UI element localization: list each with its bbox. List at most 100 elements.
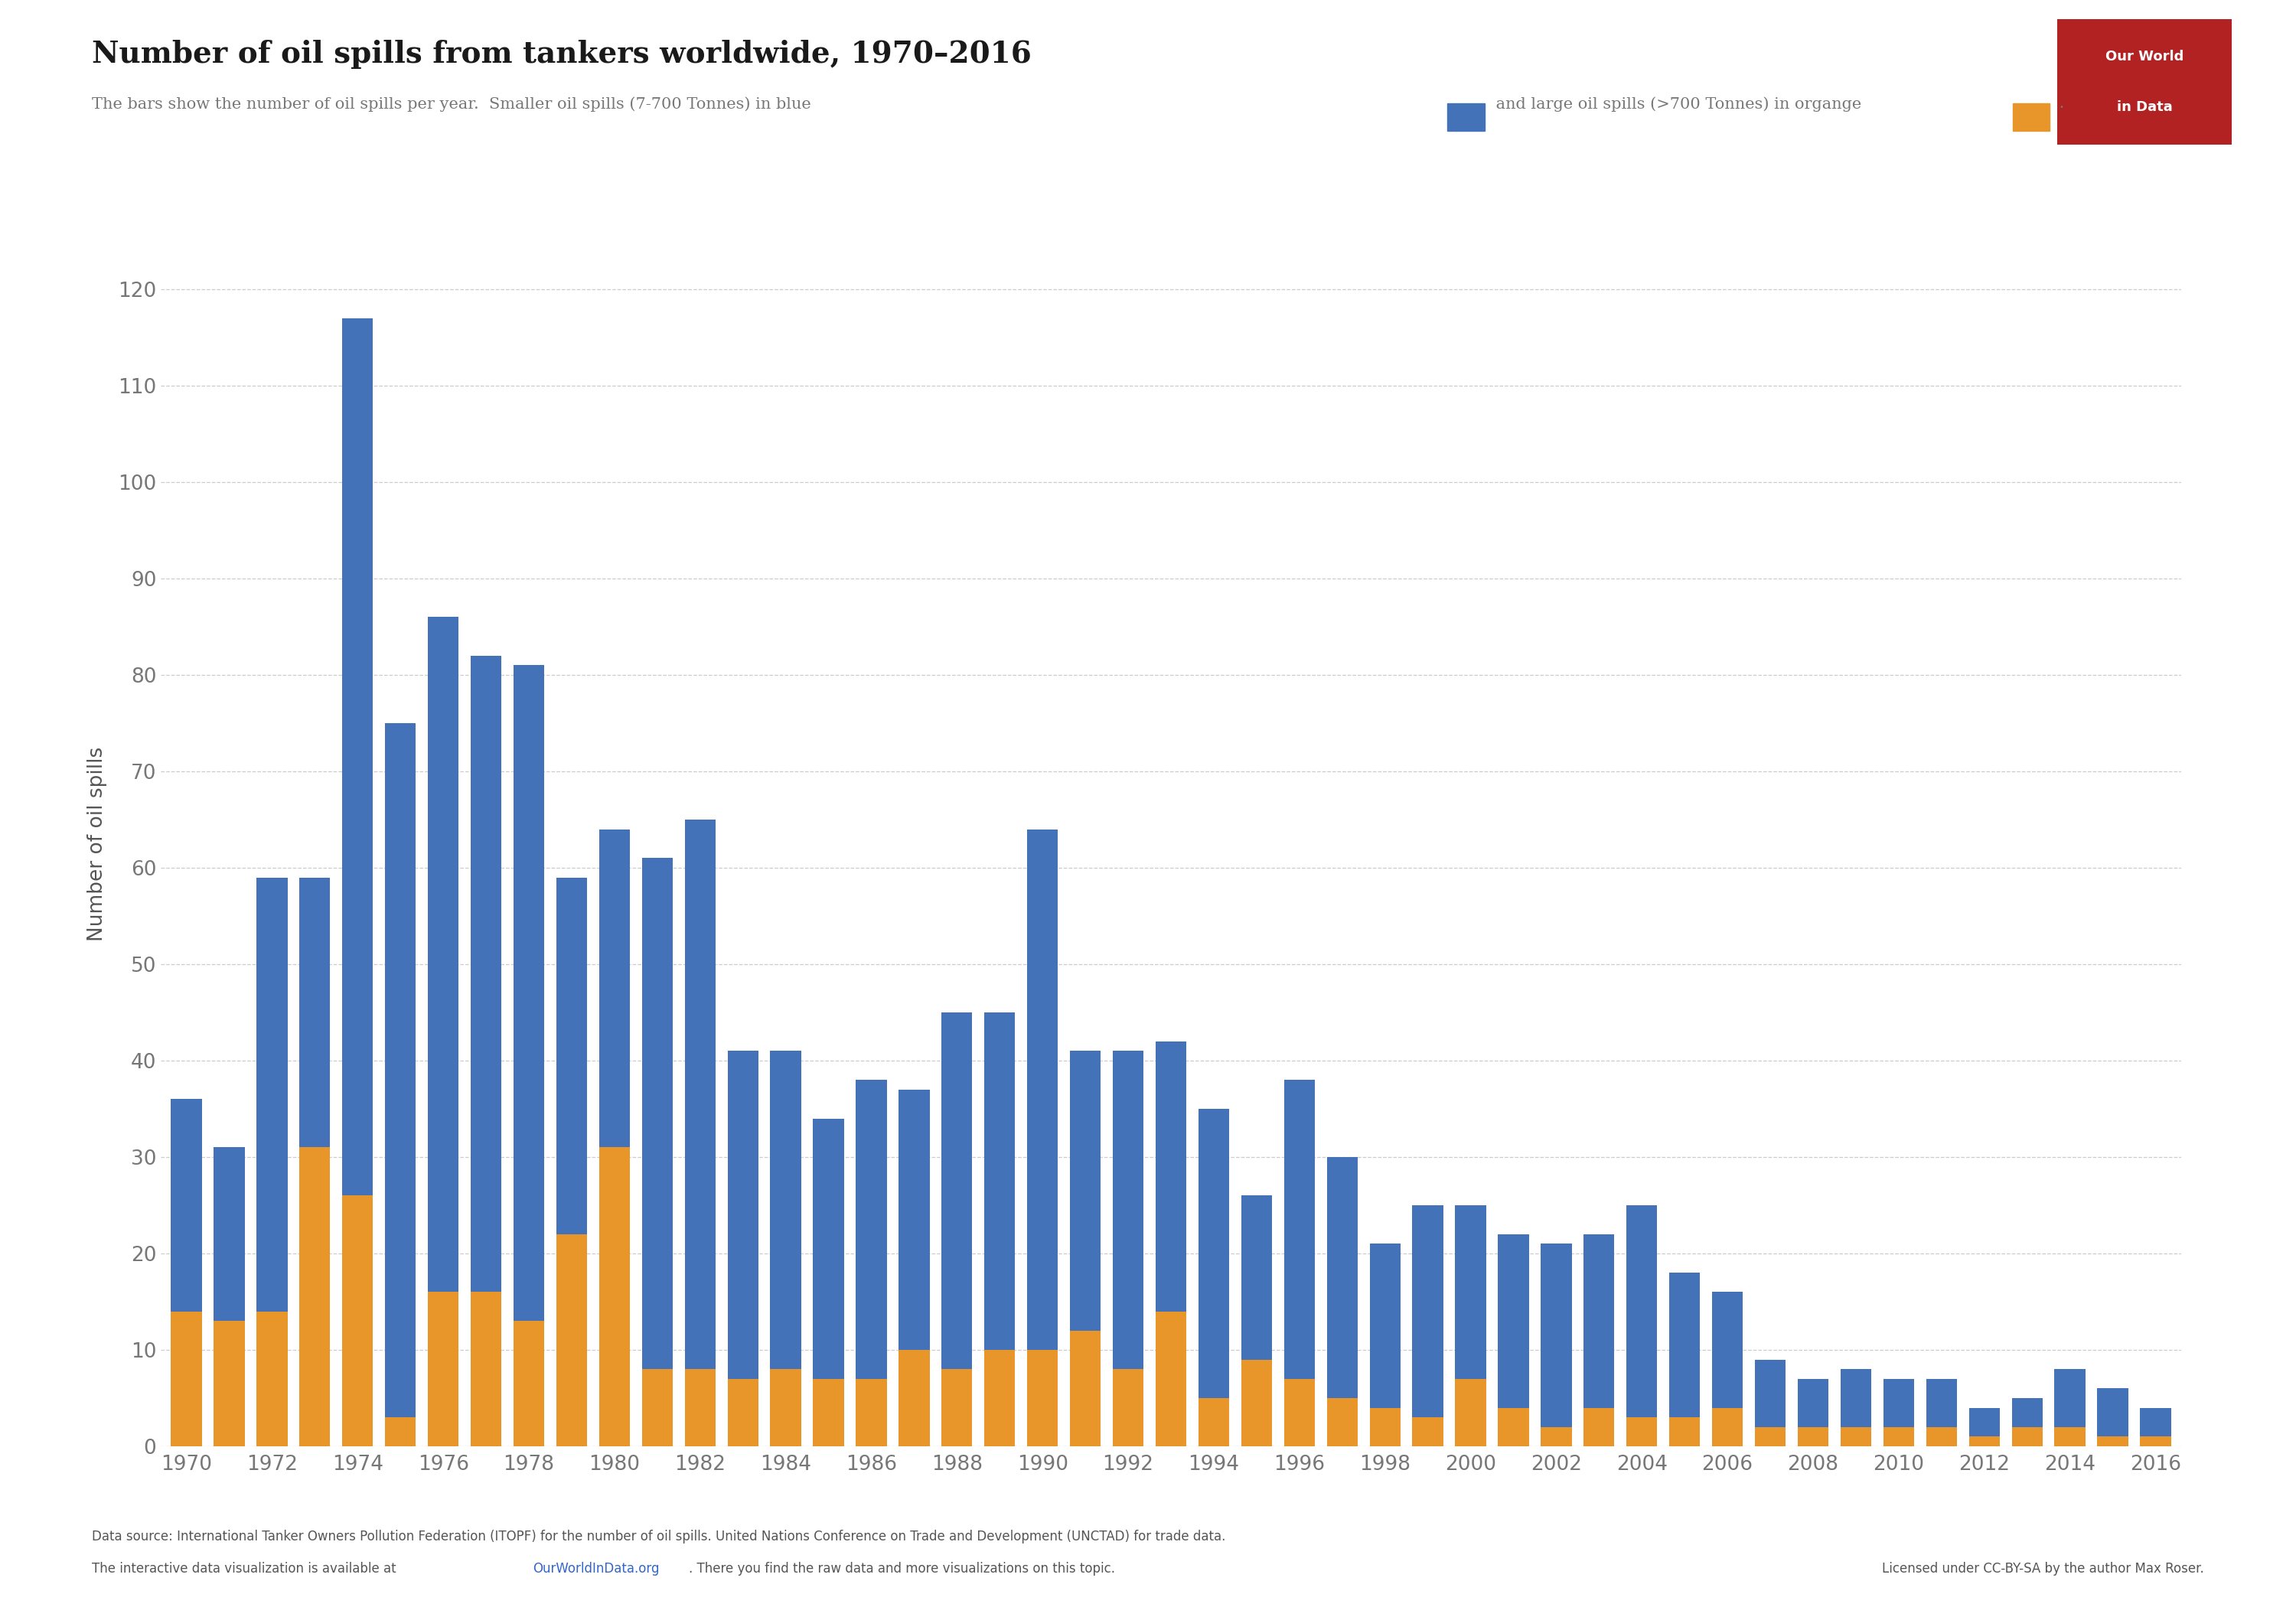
Bar — [856, 1080, 886, 1379]
Text: and large oil spills (>700 Tonnes) in organge: and large oil spills (>700 Tonnes) in or… — [1492, 96, 1862, 111]
Bar — [1497, 1234, 1529, 1408]
Bar — [2096, 1388, 2128, 1437]
Bar — [728, 1379, 758, 1446]
Bar — [1412, 1417, 1444, 1446]
Bar — [898, 1350, 930, 1446]
Bar — [1713, 1408, 1743, 1446]
Bar — [813, 1118, 845, 1379]
Bar — [1412, 1205, 1444, 1417]
Bar — [856, 1379, 886, 1446]
Bar — [1841, 1369, 1871, 1427]
Bar — [170, 1311, 202, 1446]
Bar — [599, 1147, 629, 1446]
Bar — [1114, 1369, 1143, 1446]
Bar — [2140, 1408, 2172, 1437]
Text: in Data: in Data — [2117, 100, 2172, 114]
Bar — [342, 1196, 372, 1446]
Bar — [941, 1369, 971, 1446]
Bar — [1541, 1244, 1573, 1427]
Bar — [1456, 1379, 1486, 1446]
Bar — [1327, 1157, 1357, 1398]
Bar — [471, 656, 501, 1292]
Bar — [556, 877, 588, 1234]
Bar — [985, 1012, 1015, 1350]
Bar — [2140, 1437, 2172, 1446]
Text: Our World: Our World — [2105, 50, 2183, 64]
Bar — [1283, 1080, 1316, 1379]
Bar — [769, 1369, 801, 1446]
Bar — [1798, 1379, 1828, 1427]
Bar — [985, 1350, 1015, 1446]
Bar — [1456, 1205, 1486, 1379]
Bar — [1070, 1331, 1100, 1446]
Bar — [1669, 1273, 1699, 1417]
Bar — [514, 665, 544, 1321]
Bar — [813, 1379, 845, 1446]
Bar — [298, 877, 331, 1147]
Bar — [684, 1369, 716, 1446]
Bar — [1199, 1398, 1228, 1446]
Bar — [941, 1012, 971, 1369]
Text: The interactive data visualization is available at: The interactive data visualization is av… — [92, 1562, 400, 1576]
Text: .: . — [2055, 96, 2064, 111]
Text: OurWorldInData.org: OurWorldInData.org — [533, 1562, 659, 1576]
Bar — [342, 318, 372, 1196]
Bar — [298, 1147, 331, 1446]
Bar — [599, 829, 629, 1147]
Bar — [1883, 1379, 1915, 1427]
Bar — [1754, 1360, 1786, 1427]
Bar — [1970, 1437, 2000, 1446]
Bar — [1242, 1196, 1272, 1360]
Bar — [1114, 1051, 1143, 1369]
Bar — [556, 1234, 588, 1446]
Bar — [386, 1417, 416, 1446]
Bar — [1497, 1408, 1529, 1446]
Bar — [1199, 1109, 1228, 1398]
Bar — [728, 1051, 758, 1379]
Bar — [427, 1292, 459, 1446]
Bar — [643, 1369, 673, 1446]
Bar — [1841, 1427, 1871, 1446]
Bar — [214, 1147, 246, 1321]
Bar — [1626, 1205, 1658, 1417]
Y-axis label: Number of oil spills: Number of oil spills — [87, 746, 108, 942]
Bar — [214, 1321, 246, 1446]
Bar — [1926, 1427, 1956, 1446]
Text: Number of oil spills from tankers worldwide, 1970–2016: Number of oil spills from tankers worldw… — [92, 40, 1031, 69]
Bar — [643, 858, 673, 1369]
Bar — [1155, 1311, 1187, 1446]
Bar — [1798, 1427, 1828, 1446]
Bar — [1713, 1292, 1743, 1408]
Bar — [1926, 1379, 1956, 1427]
Text: Licensed under CC-BY-SA by the author Max Roser.: Licensed under CC-BY-SA by the author Ma… — [1883, 1562, 2204, 1576]
Text: The bars show the number of oil spills per year.  Smaller oil spills (7-700 Tonn: The bars show the number of oil spills p… — [92, 96, 810, 111]
Bar — [1541, 1427, 1573, 1446]
Bar — [769, 1051, 801, 1369]
Bar — [1669, 1417, 1699, 1446]
Bar — [257, 1311, 287, 1446]
Bar — [1883, 1427, 1915, 1446]
Bar — [2055, 1369, 2085, 1427]
Bar — [1371, 1244, 1401, 1408]
Bar — [471, 1292, 501, 1446]
Bar — [2096, 1437, 2128, 1446]
Bar — [1026, 1350, 1058, 1446]
Bar — [1327, 1398, 1357, 1446]
Text: Data source: International Tanker Owners Pollution Federation (ITOPF) for the nu: Data source: International Tanker Owners… — [92, 1530, 1226, 1544]
Text: . There you find the raw data and more visualizations on this topic.: . There you find the raw data and more v… — [689, 1562, 1116, 1576]
Bar — [1371, 1408, 1401, 1446]
Bar — [170, 1099, 202, 1311]
Bar — [1970, 1408, 2000, 1437]
Bar — [2055, 1427, 2085, 1446]
Bar — [1584, 1408, 1614, 1446]
Bar — [257, 877, 287, 1311]
Bar — [1626, 1417, 1658, 1446]
Bar — [1754, 1427, 1786, 1446]
Bar — [1155, 1041, 1187, 1311]
Bar — [1026, 829, 1058, 1350]
Bar — [2011, 1398, 2043, 1427]
Bar — [1283, 1379, 1316, 1446]
Bar — [386, 723, 416, 1417]
Bar — [1242, 1360, 1272, 1446]
Bar — [1070, 1051, 1100, 1331]
